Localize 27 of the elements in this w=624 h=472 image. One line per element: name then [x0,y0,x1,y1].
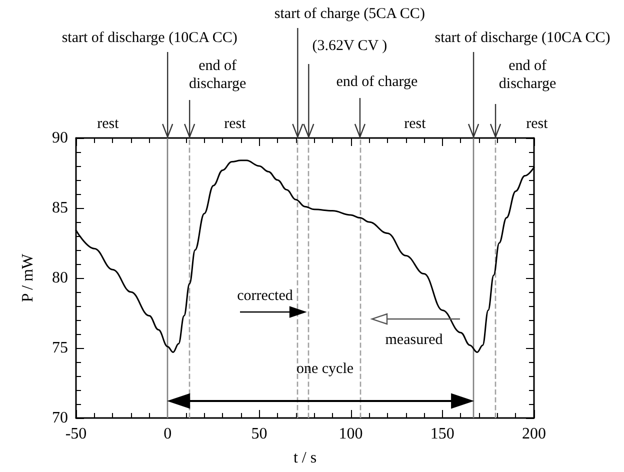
y-tick-label: 85 [52,200,68,216]
x-tick-label: 50 [251,426,268,442]
ref-line-label: end of discharge [498,58,556,92]
annotation: measured [385,332,444,348]
ref-line-label: (3.62V CV ) [312,38,388,54]
x-axis-title: t / s [293,450,317,466]
ref-line-label: start of discharge (10CA CC) [62,30,238,46]
ref-line-label: start of charge (5CA CC) [274,6,425,22]
x-tick-label: 150 [430,426,454,442]
text: rest [224,116,247,132]
y-tick-label: 90 [52,130,68,146]
x-tick-label: -50 [65,426,87,442]
annotation: one cycle [296,361,354,377]
y-tick-label: 80 [52,270,68,286]
y-tick-label: 70 [52,410,68,426]
x-tick-label: 200 [522,426,546,442]
y-tick-label: 75 [52,340,68,356]
x-tick-label: 0 [164,426,172,442]
x-tick-label: 100 [338,426,363,442]
text: rest [404,116,427,132]
ref-line-label: end of charge [336,74,418,90]
text: rest [526,116,549,132]
ref-line-label: end of discharge [188,58,247,92]
text: rest [97,116,120,132]
y-axis-title: P / mW [20,252,36,302]
annotation: corrected [237,288,294,304]
ref-line-label: start of discharge (10CA CC) [434,30,610,46]
